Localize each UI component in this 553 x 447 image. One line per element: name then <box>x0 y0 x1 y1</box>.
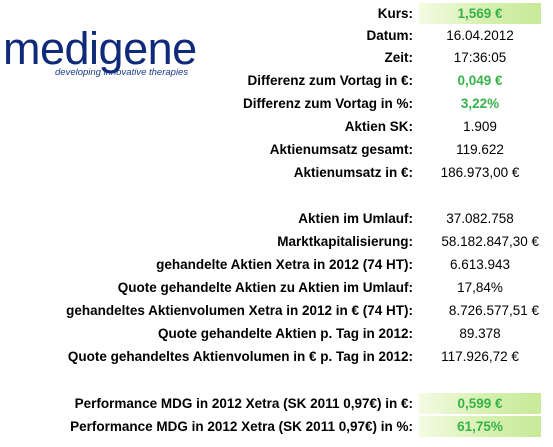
row-aktienumsatz-euro: Aktienumsatz in €: 186.973,00 € <box>0 162 553 183</box>
value-quote-volumen-tag: 117.926,72 € <box>441 349 519 364</box>
row-quote-volumen-tag: Quote gehandeltes Aktienvolumen in € p. … <box>0 346 553 367</box>
label-differenz-prozent: Differenz zum Vortag in %: <box>242 96 413 111</box>
value-performance-prozent: 61,75% <box>419 416 541 437</box>
row-performance-prozent: Performance MDG in 2012 Xetra (SK 2011 0… <box>0 416 553 437</box>
label-aktienumsatz-euro: Aktienumsatz in €: <box>293 165 413 180</box>
label-quote-tag: Quote gehandelte Aktien p. Tag in 2012: <box>157 326 413 341</box>
label-differenz-euro: Differenz zum Vortag in €: <box>247 73 413 88</box>
value-aktien-sk: 1.909 <box>463 119 497 134</box>
label-datum: Datum: <box>366 28 414 43</box>
label-aktien-sk: Aktien SK: <box>344 119 413 134</box>
label-performance-prozent: Performance MDG in 2012 Xetra (SK 2011 0… <box>70 419 413 434</box>
value-quote-tag: 89.378 <box>459 326 501 341</box>
value-differenz-euro: 0,049 € <box>457 73 503 88</box>
value-datum: 16.04.2012 <box>446 28 514 43</box>
value-differenz-prozent: 3,22% <box>460 96 500 111</box>
row-differenz-prozent: Differenz zum Vortag in %: 3,22% <box>0 93 553 114</box>
label-marktkapitalisierung: Marktkapitalisierung: <box>277 234 413 249</box>
value-aktien-umlauf: 37.082.758 <box>446 211 514 226</box>
value-kurs: 1,569 € <box>419 3 541 24</box>
value-aktienumsatz-gesamt: 119.622 <box>456 142 504 157</box>
row-aktien-umlauf: Aktien im Umlauf: 37.082.758 <box>0 208 553 229</box>
row-marktkapitalisierung: Marktkapitalisierung: 58.182.847,30 € <box>0 231 553 252</box>
label-gehandelte-aktien: gehandelte Aktien Xetra in 2012 (74 HT): <box>156 257 413 272</box>
row-aktienumsatz-gesamt: Aktienumsatz gesamt: 119.622 <box>0 139 553 160</box>
label-aktien-umlauf: Aktien im Umlauf: <box>298 211 413 226</box>
label-performance-euro: Performance MDG in 2012 Xetra (SK 2011 0… <box>74 396 413 411</box>
label-quote-umlauf: Quote gehandelte Aktien zu Aktien im Uml… <box>117 280 413 295</box>
row-kurs: Kurs: 1,569 € <box>0 3 553 24</box>
value-aktienvolumen: 8.726.577,51 € <box>448 303 539 318</box>
medigene-logo: medigene developing innovative therapies <box>3 24 218 80</box>
row-aktienvolumen: gehandeltes Aktienvolumen Xetra in 2012 … <box>0 300 553 321</box>
value-zeit: 17:36:05 <box>453 50 507 65</box>
row-quote-umlauf: Quote gehandelte Aktien zu Aktien im Uml… <box>0 277 553 298</box>
label-quote-volumen-tag: Quote gehandeltes Aktienvolumen in € p. … <box>67 349 413 364</box>
value-marktkapitalisierung: 58.182.847,30 € <box>441 234 539 249</box>
row-performance-euro: Performance MDG in 2012 Xetra (SK 2011 0… <box>0 393 553 414</box>
row-differenz-euro: Differenz zum Vortag in €: 0,049 € <box>0 70 553 91</box>
value-quote-umlauf: 17,84% <box>457 280 503 295</box>
value-performance-euro: 0,599 € <box>419 393 541 414</box>
label-zeit: Zeit: <box>384 50 414 65</box>
value-aktienumsatz-euro: 186.973,00 € <box>440 165 520 180</box>
row-gehandelte-aktien: gehandelte Aktien Xetra in 2012 (74 HT):… <box>0 254 553 275</box>
label-kurs: Kurs: <box>377 6 413 21</box>
label-aktienvolumen: gehandeltes Aktienvolumen Xetra in 2012 … <box>66 303 413 318</box>
row-datum: Datum: 16.04.2012 <box>0 25 553 46</box>
logo-tagline: developing innovative therapies <box>55 67 189 78</box>
logo-wordmark: medigene <box>3 23 197 74</box>
row-quote-tag: Quote gehandelte Aktien p. Tag in 2012: … <box>0 323 553 344</box>
row-zeit: Zeit: 17:36:05 <box>0 47 553 68</box>
label-aktienumsatz-gesamt: Aktienumsatz gesamt: <box>269 142 413 157</box>
value-gehandelte-aktien: 6.613.943 <box>449 257 511 272</box>
row-aktien-sk: Aktien SK: 1.909 <box>0 116 553 137</box>
